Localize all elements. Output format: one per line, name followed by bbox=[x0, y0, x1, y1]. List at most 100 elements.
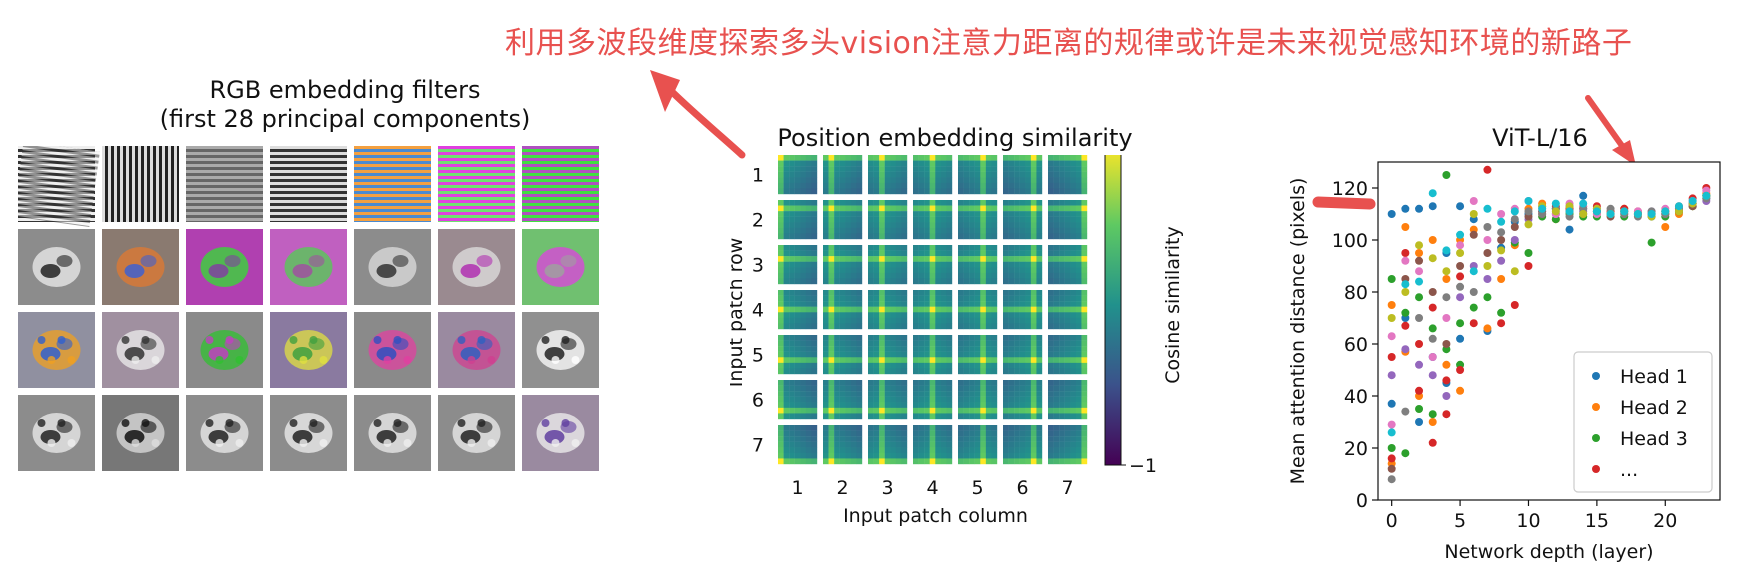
scatter-point bbox=[1401, 249, 1410, 257]
scatter-point bbox=[1497, 210, 1506, 218]
row-tick-label: 6 bbox=[752, 390, 764, 412]
scatter-point bbox=[1469, 288, 1478, 296]
scatter-point bbox=[1428, 353, 1437, 361]
scatter-point bbox=[1456, 230, 1465, 239]
scatter-point bbox=[1497, 236, 1506, 244]
scatter-point bbox=[1428, 334, 1437, 343]
filter-thumbnail bbox=[522, 395, 599, 471]
scatter-point bbox=[1510, 207, 1519, 216]
row-tick-label: 1 bbox=[752, 165, 764, 187]
similarity-tile bbox=[958, 425, 998, 465]
filter-thumbnail bbox=[186, 312, 263, 388]
scatter-point bbox=[1387, 314, 1396, 322]
scatter-point bbox=[1633, 210, 1642, 218]
similarity-tile bbox=[913, 245, 953, 285]
similarity-tile bbox=[1003, 155, 1043, 195]
scatter-point bbox=[1428, 303, 1437, 312]
filter-thumbnail bbox=[270, 229, 347, 305]
scatter-point bbox=[1497, 228, 1506, 237]
colorbar bbox=[1104, 155, 1122, 466]
scatter-point bbox=[1442, 392, 1451, 400]
scatter-title: ViT-L/16 bbox=[1492, 124, 1588, 152]
left-arrow-head-icon bbox=[650, 70, 680, 112]
scatter-point bbox=[1442, 360, 1451, 369]
scatter-point bbox=[1661, 223, 1670, 231]
col-tick-label: 1 bbox=[791, 477, 803, 499]
similarity-tile bbox=[1003, 380, 1043, 420]
similarity-tile bbox=[868, 245, 908, 285]
scatter-point bbox=[1456, 202, 1465, 211]
similarity-tile bbox=[868, 290, 908, 330]
scatter-point bbox=[1415, 418, 1424, 426]
scatter-point bbox=[1524, 262, 1533, 270]
scatter-point bbox=[1592, 207, 1601, 216]
scatter-point bbox=[1415, 204, 1424, 213]
similarity-tile bbox=[958, 290, 998, 330]
filter-thumbnail bbox=[354, 312, 431, 388]
scatter-point bbox=[1456, 282, 1465, 291]
legend bbox=[1573, 351, 1713, 493]
legend-marker bbox=[1592, 465, 1600, 473]
col-tick-label: 5 bbox=[971, 477, 983, 499]
filter-thumbnail bbox=[522, 312, 599, 388]
x-tick-label: 0 bbox=[1386, 510, 1398, 532]
scatter-point bbox=[1497, 275, 1506, 283]
filter-thumbnail bbox=[438, 395, 515, 471]
scatter-point bbox=[1469, 267, 1478, 276]
similarity-tile bbox=[913, 200, 953, 240]
y-tick-label: 60 bbox=[1344, 334, 1368, 356]
scatter-point bbox=[1428, 438, 1437, 447]
position-similarity-chart: 1 2 3 4 5 6 7 1 2 3 4 5 6 7 Input patch row Input patch… bbox=[730, 155, 1184, 527]
red-marker-icon bbox=[1312, 196, 1376, 210]
scatter-point bbox=[1442, 314, 1451, 322]
similarity-tile bbox=[823, 155, 863, 195]
scatter-point bbox=[1401, 407, 1410, 416]
scatter-point bbox=[1428, 288, 1437, 296]
scatter-point bbox=[1442, 293, 1451, 302]
scatter-point bbox=[1401, 288, 1410, 296]
scatter-point bbox=[1497, 319, 1506, 328]
similarity-tile bbox=[778, 200, 818, 240]
filter-thumbnail bbox=[522, 146, 599, 222]
similarity-tile bbox=[913, 335, 953, 375]
scatter-point bbox=[1415, 340, 1424, 348]
similarity-tile bbox=[1003, 200, 1043, 240]
filter-thumbnail bbox=[354, 229, 431, 305]
similarity-tile bbox=[778, 380, 818, 420]
scatter-point bbox=[1415, 256, 1424, 265]
scatter-point bbox=[1428, 324, 1437, 333]
filter-thumbnail bbox=[102, 146, 179, 222]
y-tick-label: 0 bbox=[1356, 490, 1368, 512]
similarity-tile bbox=[1048, 425, 1088, 465]
scatter-point bbox=[1497, 217, 1506, 226]
scatter-point bbox=[1401, 223, 1410, 231]
scatter-point bbox=[1524, 197, 1533, 205]
scatter-point bbox=[1661, 207, 1670, 216]
scatter-point bbox=[1469, 230, 1478, 239]
filter-thumbnail bbox=[186, 229, 263, 305]
scatter-point bbox=[1538, 204, 1547, 213]
similarity-tile bbox=[823, 335, 863, 375]
scatter-point bbox=[1401, 256, 1410, 265]
scatter-point bbox=[1456, 366, 1465, 374]
colorbar-label: Cosine similarity bbox=[1162, 226, 1184, 384]
scatter-point bbox=[1510, 215, 1519, 224]
similarity-tile bbox=[1003, 245, 1043, 285]
scatter-point bbox=[1401, 345, 1410, 354]
scatter-point bbox=[1442, 267, 1451, 276]
scatter-point bbox=[1565, 207, 1574, 216]
scatter-point bbox=[1579, 210, 1588, 218]
scatter-point bbox=[1688, 197, 1697, 205]
similarity-tile bbox=[868, 155, 908, 195]
filter-thumbnail bbox=[438, 146, 515, 222]
colorbar-max-label: 1 bbox=[1129, 155, 1141, 157]
similarity-tile bbox=[778, 335, 818, 375]
scatter-point bbox=[1387, 454, 1396, 463]
scatter-point bbox=[1483, 236, 1492, 244]
scatter-point bbox=[1401, 280, 1410, 289]
filter-thumbnail bbox=[18, 229, 95, 305]
scatter-point bbox=[1702, 191, 1711, 200]
scatter-point bbox=[1565, 225, 1574, 234]
scatter-point bbox=[1469, 210, 1478, 218]
